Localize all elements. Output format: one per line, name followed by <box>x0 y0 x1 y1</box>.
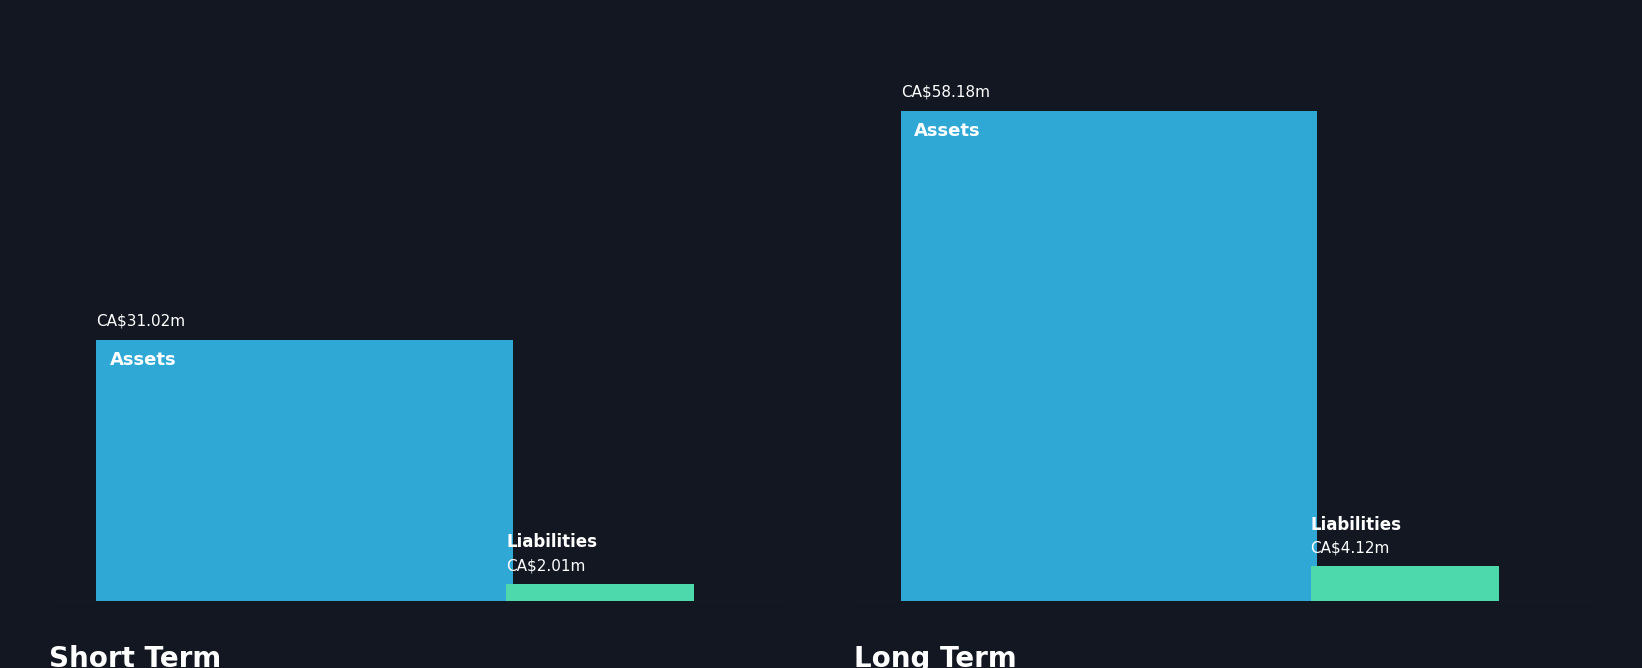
Text: Assets: Assets <box>110 351 176 369</box>
Bar <box>1310 566 1499 601</box>
Text: Liabilities: Liabilities <box>506 533 598 551</box>
Text: Liabilities: Liabilities <box>1310 516 1402 534</box>
Text: CA$2.01m: CA$2.01m <box>506 558 586 573</box>
Bar <box>97 340 512 601</box>
Text: CA$4.12m: CA$4.12m <box>1310 540 1391 556</box>
Text: Assets: Assets <box>915 122 980 140</box>
Text: Long Term: Long Term <box>854 645 1016 668</box>
Text: CA$58.18m: CA$58.18m <box>901 85 990 100</box>
Text: Short Term: Short Term <box>49 645 222 668</box>
Text: CA$31.02m: CA$31.02m <box>97 314 186 329</box>
Bar <box>901 111 1317 601</box>
Bar <box>506 584 695 601</box>
